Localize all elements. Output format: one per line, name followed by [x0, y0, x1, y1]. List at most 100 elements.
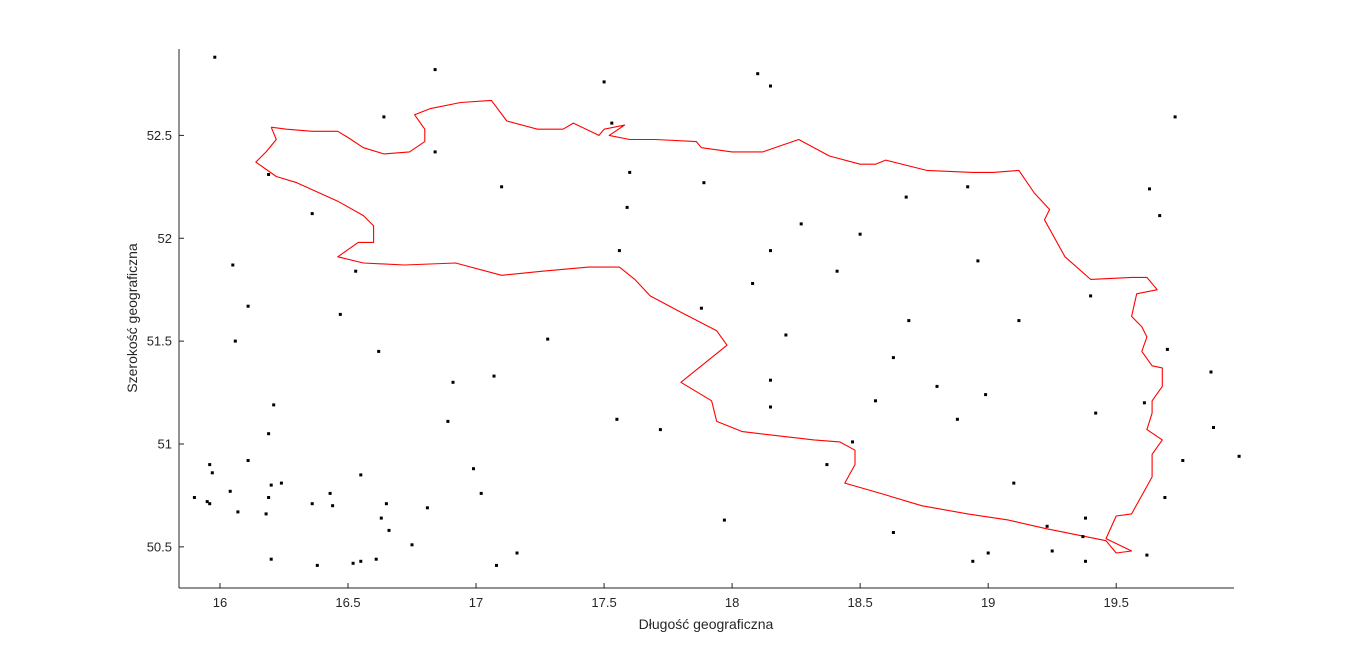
data-point [625, 205, 629, 209]
data-point [387, 528, 391, 532]
data-point [825, 463, 829, 467]
data-point [1165, 347, 1169, 351]
data-point [492, 374, 496, 378]
data-point [410, 543, 414, 547]
data-point [1045, 524, 1049, 528]
data-point [756, 72, 760, 76]
data-point [379, 516, 383, 520]
data-point [374, 557, 378, 561]
data-point [1094, 411, 1098, 415]
region-boundary-line [255, 99, 1163, 554]
data-point [769, 378, 772, 382]
data-point [233, 339, 237, 343]
data-point [955, 417, 959, 421]
data-point [269, 483, 273, 487]
data-point [377, 349, 381, 353]
x-tick-label: 18 [725, 595, 739, 610]
data-point [267, 173, 271, 176]
data-point [907, 319, 911, 323]
data-point [451, 380, 455, 384]
data-point [874, 399, 877, 403]
axes [178, 49, 1234, 589]
data-point [433, 68, 437, 72]
data-point [192, 496, 196, 499]
data-point [264, 512, 268, 516]
data-point [546, 337, 550, 341]
data-point [658, 428, 662, 432]
data-point [351, 561, 355, 565]
data-point [1050, 549, 1054, 553]
data-point [446, 419, 450, 423]
data-point [1081, 535, 1085, 539]
data-point [354, 269, 358, 273]
data-point [1148, 187, 1151, 191]
data-point [328, 491, 332, 495]
data-point [1089, 294, 1093, 298]
data-point [984, 393, 988, 397]
data-point [208, 502, 212, 506]
data-point [1084, 559, 1087, 563]
data-point [1209, 370, 1213, 374]
x-tick-label: 19 [981, 595, 995, 610]
data-point [1017, 319, 1021, 323]
data-point [315, 563, 319, 567]
data-point [331, 504, 335, 508]
data-point [384, 502, 388, 506]
data-point [213, 55, 217, 59]
data-point [799, 222, 803, 226]
data-point [208, 463, 212, 467]
x-tick-label: 19.5 [1104, 595, 1129, 610]
data-point [702, 181, 706, 185]
x-tick-label: 17.5 [591, 595, 616, 610]
data-point [1142, 401, 1146, 405]
data-point [858, 232, 862, 236]
data-point [479, 491, 483, 495]
data-point [835, 269, 839, 273]
data-point [210, 471, 214, 475]
data-point [615, 417, 619, 421]
data-point [338, 312, 342, 316]
data-point [1158, 214, 1162, 218]
data-point [279, 481, 283, 485]
data-point [1012, 481, 1016, 485]
x-tick-label: 17 [469, 595, 483, 610]
data-point [1181, 459, 1185, 462]
data-point [472, 467, 475, 471]
data-point [851, 440, 854, 444]
data-point [425, 506, 429, 510]
y-tick-label: 51.5 [147, 334, 172, 349]
data-point [904, 195, 908, 199]
data-point [267, 432, 271, 436]
y-axis-title: Szerokość geograficzna [124, 243, 140, 393]
data-point [228, 489, 232, 493]
data-point [246, 459, 250, 462]
data-point [495, 563, 498, 567]
x-axis-title: Długość geograficzna [639, 616, 774, 632]
data-point [628, 170, 632, 174]
data-point [1084, 516, 1087, 520]
data-point [236, 510, 240, 514]
data-point [769, 249, 772, 253]
data-point [1163, 496, 1167, 499]
data-point [769, 405, 772, 409]
region-boundary-layer [255, 99, 1163, 554]
data-point [769, 84, 772, 88]
data-point [246, 304, 250, 308]
data-point [617, 249, 621, 253]
data-point [699, 306, 703, 310]
y-tick-label: 52.5 [147, 128, 172, 143]
data-point [891, 531, 895, 534]
data-point [1212, 426, 1215, 429]
data-point [433, 150, 437, 154]
data-point [751, 282, 755, 285]
data-point [1173, 115, 1177, 119]
data-point [966, 185, 970, 189]
data-point [231, 263, 235, 267]
data-point [986, 551, 990, 555]
data-point [205, 500, 209, 504]
data-point [359, 559, 363, 563]
data-point [602, 80, 606, 84]
x-ticks: 16 16.5 17 17.5 18 18.5 19 19.5 [213, 583, 1129, 610]
